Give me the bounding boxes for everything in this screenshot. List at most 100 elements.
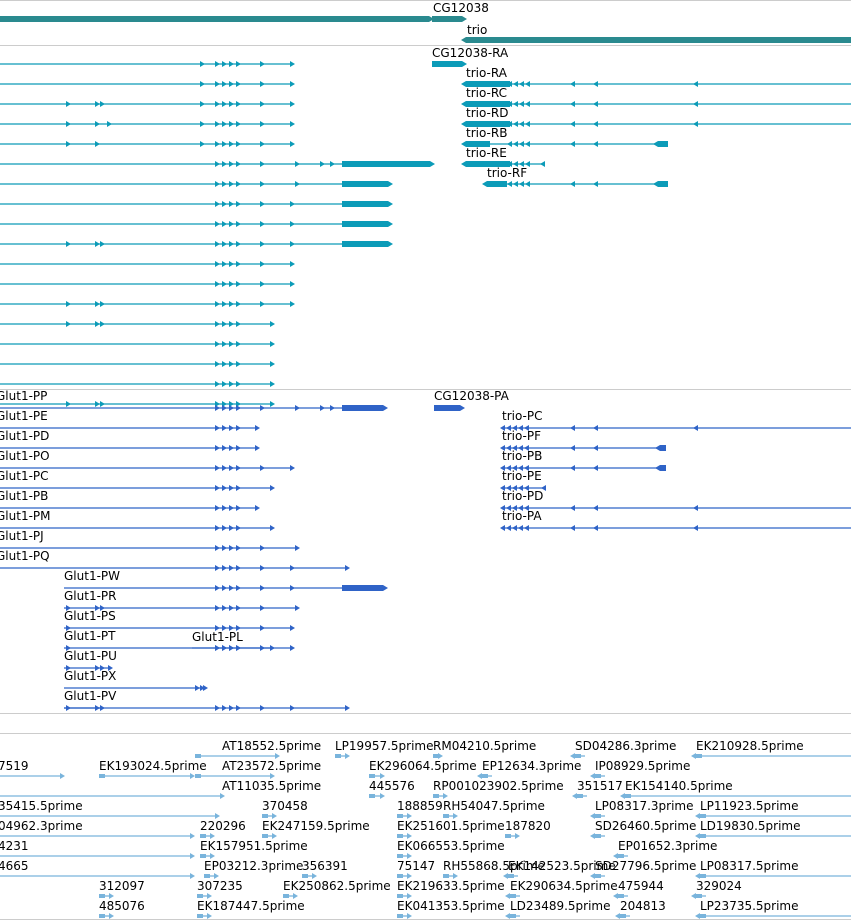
est-feature[interactable]: EK290634.5prime <box>505 879 618 899</box>
est-feature[interactable]: EK066553.5prime <box>397 839 505 859</box>
est-feature[interactable]: 187820 <box>505 819 551 839</box>
est-feature[interactable]: RM04210.5prime <box>433 739 536 759</box>
transcript-right-row[interactable]: trio-RC <box>461 86 851 107</box>
protein-row[interactable]: Glut1-PE <box>0 409 260 431</box>
protein-row[interactable]: Glut1-PD <box>0 429 260 451</box>
protein-row[interactable]: Glut1-PP <box>0 389 388 411</box>
est-feature[interactable]: 4231 <box>0 839 195 859</box>
protein-row[interactable]: Glut1-PJ <box>0 529 300 551</box>
transcript-row[interactable] <box>0 201 393 207</box>
protein-row[interactable]: Glut1-PV <box>64 689 350 711</box>
protein-extra-row[interactable] <box>64 705 105 711</box>
est-feature[interactable]: 7519 <box>0 759 65 779</box>
transcript-row[interactable] <box>0 341 275 347</box>
protein-right-row[interactable]: trio-PA <box>500 509 851 531</box>
est-feature[interactable]: 485076 <box>99 899 145 919</box>
protein-row[interactable]: Glut1-PR <box>64 589 300 611</box>
est-track[interactable]: AT18552.5prime LP19957.5prime RM04210.5pri… <box>0 739 851 919</box>
est-feature[interactable]: 04962.3prime <box>0 819 195 839</box>
protein-row[interactable]: Glut1-PB <box>0 489 260 511</box>
transcript-right-row[interactable]: trio-RA <box>461 66 851 87</box>
est-feature[interactable]: LD19830.5prime <box>695 819 851 839</box>
est-feature[interactable]: EK210928.5prime <box>691 739 851 759</box>
est-feature[interactable]: AT18552.5prime <box>195 739 321 759</box>
transcript-row[interactable] <box>0 81 295 87</box>
gene-track[interactable]: CG12038 trio <box>0 1 851 43</box>
est-feature[interactable]: EK041353.5prime <box>397 899 505 919</box>
est-feature[interactable]: 307235 <box>197 879 243 899</box>
est-feature[interactable]: AT23572.5prime <box>195 759 321 779</box>
gene-feature[interactable] <box>0 16 434 22</box>
est-feature[interactable]: 351517 <box>572 779 623 799</box>
est-feature[interactable]: 370458 <box>262 799 308 819</box>
protein-row[interactable]: Glut1-PW <box>64 569 388 591</box>
protein-right-row[interactable]: trio-PF <box>500 429 666 451</box>
est-feature[interactable]: EK154140.5prime <box>620 779 851 799</box>
est-feature[interactable]: LP08317.3prime <box>590 799 694 819</box>
protein-row[interactable]: Glut1-PO <box>0 449 295 471</box>
est-feature[interactable]: SD04286.3prime <box>570 739 676 759</box>
transcript-row[interactable] <box>0 261 295 267</box>
transcript-row[interactable] <box>0 321 275 327</box>
transcript-row[interactable] <box>0 141 295 147</box>
protein-row[interactable]: Glut1-PM <box>0 509 275 531</box>
transcript-row[interactable] <box>0 361 275 367</box>
protein-row[interactable]: Glut1-PC <box>0 469 275 491</box>
est-feature[interactable]: EK219633.5prime <box>397 879 505 899</box>
cg12038-gene[interactable]: CG12038 <box>432 1 489 22</box>
est-feature[interactable]: 35415.5prime <box>0 799 220 819</box>
trio-gene[interactable]: trio <box>461 23 851 43</box>
est-feature[interactable]: LP11923.5prime <box>695 799 851 819</box>
protein-row[interactable]: Glut1-PX <box>64 669 208 691</box>
est-feature[interactable]: 475944 <box>613 879 664 899</box>
est-feature[interactable]: 312097 <box>99 879 145 899</box>
est-feature[interactable]: IP08929.5prime <box>590 759 690 779</box>
est-feature[interactable]: EK250862.5prime <box>283 879 391 899</box>
transcript-track[interactable]: CG12038-RA trio-RA trio-RC trio-RD trio-RB tr… <box>0 46 851 407</box>
protein-right-row[interactable]: trio-PB <box>500 449 666 471</box>
est-feature[interactable]: EK193024.5prime <box>99 759 207 779</box>
est-feature[interactable]: 329024 <box>691 879 742 899</box>
protein-right-row[interactable]: trio-PE <box>500 469 546 491</box>
est-feature[interactable]: EK247159.5prime <box>262 819 370 839</box>
protein-right-row[interactable]: trio-PD <box>500 489 851 511</box>
est-feature[interactable]: 204813 <box>615 899 666 919</box>
transcript-row[interactable] <box>0 101 295 107</box>
protein-track[interactable]: Glut1-PP Glut1-PE Glut1-PD Glut1-PO Glut1-PC… <box>0 389 851 711</box>
est-feature[interactable]: EK187447.5prime <box>197 899 305 919</box>
est-feature[interactable]: RH54047.5prime <box>443 799 545 819</box>
transcript-right-row[interactable]: CG12038-RA <box>432 46 509 67</box>
transcript-row[interactable] <box>0 61 295 67</box>
est-feature[interactable]: EK296064.5prime <box>369 759 477 779</box>
est-feature[interactable]: LD23489.5prime <box>505 899 611 919</box>
transcript-row[interactable] <box>0 381 275 387</box>
est-feature[interactable]: LP23735.5prime <box>695 899 851 919</box>
transcript-row[interactable] <box>0 301 295 307</box>
est-feature[interactable]: LP19957.5prime <box>335 739 434 759</box>
est-feature[interactable]: 220296 <box>200 819 246 839</box>
est-feature[interactable]: 188859 <box>397 799 443 819</box>
transcript-row[interactable] <box>0 281 295 287</box>
transcript-row[interactable] <box>0 121 295 127</box>
transcript-row[interactable] <box>0 241 393 247</box>
est-feature[interactable]: EP01652.3prime <box>613 839 717 859</box>
transcript-right-row[interactable]: trio-RB <box>461 126 668 147</box>
est-feature[interactable]: EK251601.5prime <box>397 819 505 839</box>
transcript-row[interactable] <box>0 401 275 407</box>
transcript-row[interactable] <box>0 181 393 187</box>
est-feature[interactable]: 75147 <box>397 859 435 879</box>
est-feature[interactable]: EK142523.5prime <box>503 859 616 879</box>
est-feature[interactable]: EP12634.3prime <box>477 759 581 779</box>
protein-row[interactable]: Glut1-PS <box>64 609 295 631</box>
protein-right-row[interactable]: trio-PC <box>500 409 851 431</box>
transcript-right-row[interactable]: trio-RE <box>461 146 545 167</box>
est-feature[interactable]: RP001023902.5prime <box>433 779 564 799</box>
est-feature[interactable]: 445576 <box>369 779 415 799</box>
est-feature[interactable]: SD26460.5prime <box>590 819 696 839</box>
est-feature[interactable]: 4665 <box>0 859 195 879</box>
est-feature[interactable]: AT11035.5prime <box>0 779 321 799</box>
transcript-right-row[interactable]: trio-RD <box>461 106 851 127</box>
transcript-right-row[interactable]: trio-RF <box>482 166 668 187</box>
transcript-row[interactable] <box>0 221 393 227</box>
